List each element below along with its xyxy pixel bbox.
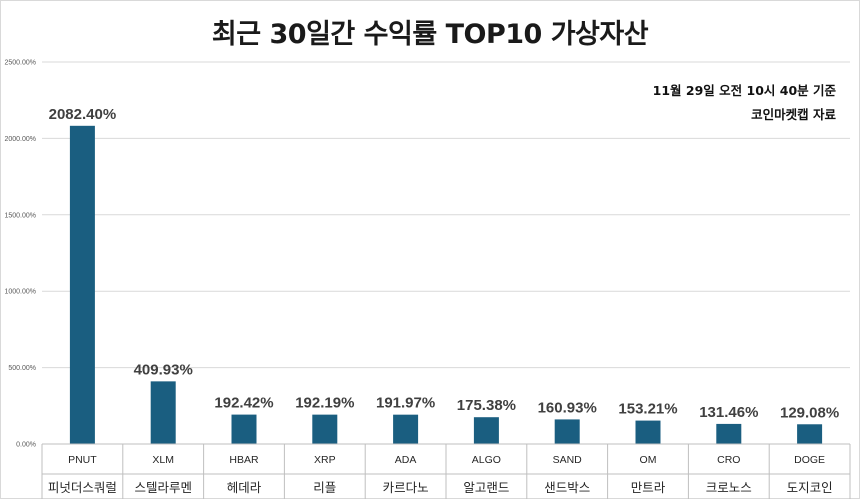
category-label-korean: 크로노스 bbox=[706, 480, 752, 495]
data-label: 2082.40% bbox=[49, 106, 117, 123]
y-axis-ticks: 0.00% 500.00% 1000.00% 1500.00% 2000.00% 2500… bbox=[4, 60, 36, 449]
data-label: 175.38% bbox=[457, 397, 516, 414]
category-label-korean: 스텔라루멘 bbox=[134, 480, 192, 495]
source-note: 코인마켓캡 자료 bbox=[751, 107, 836, 122]
category-axis: PNUT 피넛더스쿼럴 XLM 스텔라루멘 HBAR 헤데라 XRP 리플 ADA 카르다노 ALG… bbox=[41, 443, 851, 499]
chart-title: 최근 30일간 수익률 TOP10 가상자산 bbox=[211, 19, 649, 50]
category-label-korean: 샌드박스 bbox=[544, 480, 590, 495]
y-tick-label: 500.00% bbox=[8, 365, 36, 372]
category-label: ADA bbox=[395, 454, 417, 466]
category-label: DOGE bbox=[794, 454, 825, 466]
bar-sand bbox=[554, 419, 580, 444]
data-labels: 2082.40% 409.93% 192.42% 192.19% 191.97% 175.… bbox=[49, 106, 840, 421]
bar-xrp bbox=[312, 414, 338, 444]
data-label: 131.46% bbox=[699, 404, 758, 421]
category-label-korean: 리플 bbox=[313, 480, 336, 495]
data-label: 160.93% bbox=[538, 399, 597, 416]
data-label: 409.93% bbox=[134, 361, 193, 378]
category-label: XLM bbox=[152, 454, 174, 466]
category-label: XRP bbox=[314, 454, 336, 466]
data-label: 192.19% bbox=[295, 395, 354, 412]
bar-ada bbox=[393, 414, 419, 444]
y-tick-label: 2000.00% bbox=[4, 136, 36, 143]
category-label: OM bbox=[640, 454, 657, 466]
category-label: HBAR bbox=[229, 454, 259, 466]
gridlines bbox=[42, 61, 850, 369]
data-label: 192.42% bbox=[214, 395, 273, 412]
y-tick-label: 2500.00% bbox=[4, 60, 36, 67]
category-label: CRO bbox=[717, 454, 740, 466]
y-tick-label: 0.00% bbox=[16, 442, 36, 449]
category-label-korean: 만트라 bbox=[631, 480, 666, 495]
bar-cro bbox=[716, 423, 742, 444]
bars bbox=[69, 125, 823, 445]
category-label-korean: 도지코인 bbox=[787, 480, 833, 495]
category-label: ALGO bbox=[472, 454, 501, 466]
bar-pnut bbox=[69, 125, 95, 445]
data-label: 191.97% bbox=[376, 395, 435, 412]
y-tick-label: 1000.00% bbox=[4, 289, 36, 296]
category-label-korean: 피넛더스쿼럴 bbox=[48, 480, 117, 495]
category-label: SAND bbox=[553, 454, 583, 466]
category-label: PNUT bbox=[68, 454, 97, 466]
y-tick-label: 1500.00% bbox=[4, 212, 36, 219]
data-label: 153.21% bbox=[618, 401, 677, 418]
timestamp-note: 11월 29일 오전 10시 40분 기준 bbox=[652, 83, 836, 98]
bar-doge bbox=[797, 424, 823, 444]
category-label-korean: 카르다노 bbox=[383, 480, 429, 495]
bar-xlm bbox=[150, 381, 176, 444]
bar-om bbox=[635, 420, 661, 444]
bar-hbar bbox=[231, 414, 257, 444]
data-label: 129.08% bbox=[780, 404, 839, 421]
category-label-korean: 알고랜드 bbox=[463, 480, 509, 495]
category-label-korean: 헤데라 bbox=[227, 480, 262, 495]
bar-algo bbox=[473, 417, 499, 444]
